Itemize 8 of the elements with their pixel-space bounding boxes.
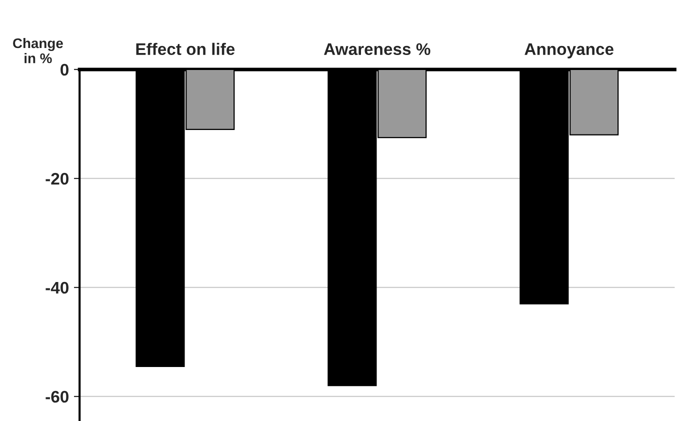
y-axis-title: Change in %: [13, 38, 63, 64]
x-tick-label: Effect on life: [136, 42, 235, 56]
x-tick-label: Annoyance: [524, 43, 614, 58]
y-tick-label: -20: [46, 172, 68, 185]
y-tick-label: -60: [46, 390, 68, 403]
x-tick-label: Awareness %: [324, 43, 430, 56]
y-tick-label: 0: [60, 64, 68, 76]
y-tick-label: -40: [46, 282, 68, 294]
